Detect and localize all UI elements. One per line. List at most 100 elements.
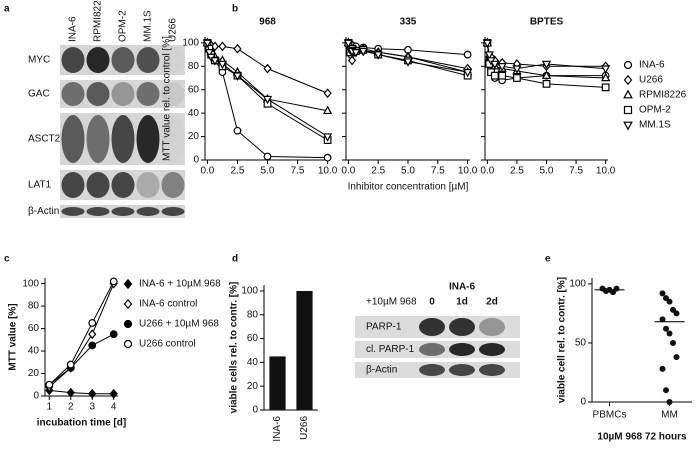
lane-label: RPMI8226: [93, 0, 104, 42]
marker: [263, 152, 272, 161]
chart-title: BPTES: [530, 17, 564, 28]
legend-label: MM.1S: [639, 120, 671, 131]
data-point: [666, 330, 673, 337]
blot-band: [136, 207, 160, 216]
blot-band: [86, 47, 110, 73]
x-tick-label: 2.5: [230, 166, 244, 177]
blot-row-label: MYC: [28, 55, 50, 66]
blot-band: [161, 47, 185, 73]
data-point: [670, 339, 676, 346]
marker: [484, 51, 494, 60]
blot-row-label: LAT1: [28, 180, 52, 191]
marker: [88, 319, 97, 327]
blot-band: [479, 318, 505, 336]
x-tick-label: U266: [299, 416, 310, 440]
blot-band: [61, 82, 85, 106]
x-axis-label: Inhibitor concentration [µM]: [348, 182, 469, 193]
marker: [123, 319, 133, 329]
marker: [88, 341, 97, 350]
marker: [66, 387, 75, 398]
legend-label: INA-6 + 10µM 968: [139, 279, 221, 290]
panel-label: e: [545, 254, 551, 265]
marker: [541, 60, 552, 70]
blot-band: [61, 47, 85, 73]
marker: [232, 72, 243, 81]
blot-band: [419, 343, 445, 356]
x-tick-label: 7.5: [291, 166, 305, 177]
y-tick-label: 60: [28, 323, 40, 334]
panel-label: d: [232, 254, 238, 265]
marker: [262, 95, 273, 105]
data-point: [666, 298, 673, 305]
y-tick-label: 0: [252, 405, 258, 416]
x-tick-label: 2: [68, 402, 74, 413]
marker: [462, 68, 473, 78]
y-tick-label: 100: [22, 278, 39, 289]
blot-row-label: β-Actin: [28, 206, 59, 217]
marker: [88, 388, 97, 399]
x-axis-label: incubation time [d]: [37, 418, 126, 429]
data-point: [663, 325, 669, 332]
marker: [210, 57, 220, 66]
x-tick-label: 0.0: [480, 166, 494, 177]
x-tick-label: 5.0: [540, 166, 554, 177]
x-tick-label: 0.0: [200, 166, 214, 177]
marker: [600, 72, 611, 82]
x-tick-label: 5.0: [401, 166, 415, 177]
y-tick-label: 80: [188, 61, 200, 72]
marker: [373, 51, 383, 60]
marker: [218, 41, 227, 52]
blot-band: [111, 47, 135, 73]
panel-label: c: [4, 254, 10, 265]
blot-band: [111, 172, 135, 198]
marker: [323, 153, 332, 162]
marker: [497, 63, 507, 72]
panel-label: a: [4, 4, 10, 15]
blot-band: [161, 115, 185, 163]
blot-band: [449, 364, 475, 376]
x-tick-label: 10.0: [596, 166, 616, 177]
y-tick-label: 40: [28, 346, 40, 357]
marker: [541, 70, 552, 79]
marker: [263, 63, 272, 74]
blot-band: [61, 207, 85, 216]
blot-band: [86, 82, 110, 106]
data-point: [663, 387, 669, 394]
blot-band: [86, 115, 110, 163]
marker: [322, 105, 333, 115]
blot-row-label: GAC: [28, 89, 50, 100]
legend-label: RPMI8226: [639, 90, 687, 101]
blot-band: [111, 207, 135, 216]
data-point: [613, 285, 620, 292]
blot-row-label: cl. PARP-1: [366, 344, 415, 355]
x-tick-label: PBMCs: [593, 410, 627, 421]
marker: [623, 105, 633, 115]
x-tick-label: 5.0: [261, 166, 275, 177]
marker: [542, 79, 551, 88]
marker: [403, 58, 413, 67]
marker: [204, 48, 214, 58]
marker: [343, 39, 354, 49]
panel-label: b: [232, 4, 238, 15]
marker: [490, 71, 499, 80]
x-tick-label: 10.0: [458, 166, 478, 177]
y-axis-label: viable cells rel. to contr. [%]: [229, 282, 240, 414]
marker: [601, 83, 610, 92]
lane-label: 1d: [456, 297, 468, 308]
blot-band: [419, 364, 445, 376]
legend-label: U266: [639, 75, 663, 86]
marker: [513, 74, 521, 82]
data-point: [659, 290, 666, 297]
blot-band: [449, 318, 475, 336]
marker: [217, 60, 228, 70]
x-tick-label: 7.5: [431, 166, 445, 177]
marker: [482, 39, 493, 49]
y-tick-label: 60: [188, 84, 200, 95]
blot-band: [136, 115, 160, 163]
legend-label: U266 control: [139, 339, 196, 350]
legend-label: OPM-2: [639, 105, 671, 116]
x-tick-label: 2.5: [510, 166, 524, 177]
blot-band: [86, 207, 110, 216]
marker: [88, 329, 97, 340]
marker: [512, 65, 522, 74]
